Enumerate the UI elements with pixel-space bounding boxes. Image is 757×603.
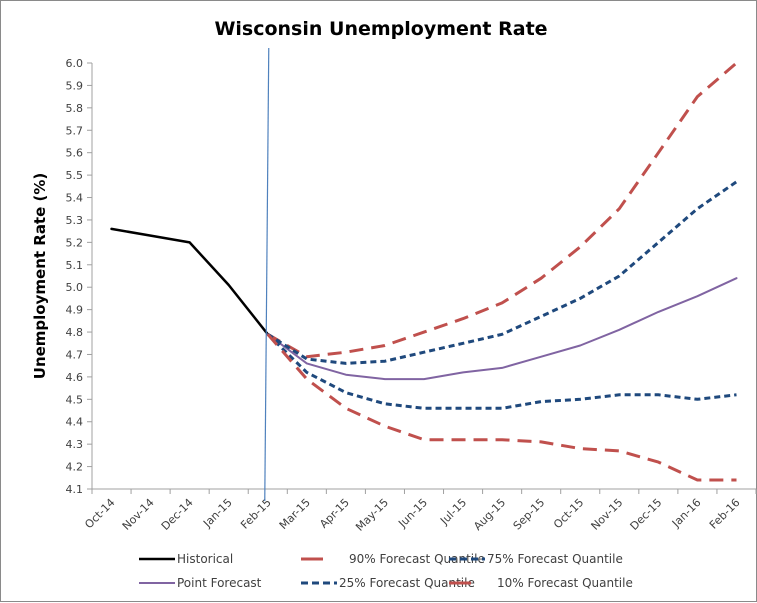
y-tick-label: 4.1 bbox=[66, 483, 84, 496]
x-tick-label: Dec-14 bbox=[159, 496, 196, 533]
y-tick-label: 4.9 bbox=[66, 304, 84, 317]
series-line-point bbox=[266, 277, 738, 381]
x-tick-labels: Oct-14 Nov-14 Dec-14 Jan-15 Feb-15 Mar-15 Apr-… bbox=[82, 496, 742, 534]
y-tick-label: 5.0 bbox=[66, 281, 84, 294]
series-lines bbox=[110, 61, 738, 482]
legend-item-q10: 10% Forecast Quantile bbox=[449, 576, 633, 590]
y-tick-label: 4.5 bbox=[66, 393, 84, 406]
legend-label-point: Point Forecast bbox=[177, 576, 262, 590]
x-tick-label: Jan-16 bbox=[669, 496, 704, 531]
forecast-start-line bbox=[264, 47, 270, 502]
legend-item-q25: 25% Forecast Quantile bbox=[301, 576, 475, 590]
y-tick-label: 5.4 bbox=[66, 192, 84, 205]
y-tick-label: 5.7 bbox=[66, 124, 84, 137]
x-tick-label: Sep-15 bbox=[511, 496, 548, 533]
y-tick-label: 4.6 bbox=[66, 371, 84, 384]
series-line-q10 bbox=[266, 333, 737, 482]
x-tick-label: Jun-15 bbox=[395, 496, 430, 531]
series-line-q25 bbox=[266, 333, 737, 410]
y-tick-label: 5.5 bbox=[66, 169, 84, 182]
y-axis-label: Unemployment Rate (%) bbox=[31, 173, 49, 379]
y-tick-label: 5.3 bbox=[66, 214, 84, 227]
y-tick-label: 5.8 bbox=[66, 102, 84, 115]
y-tick-label: 4.7 bbox=[66, 348, 84, 361]
series-line-historical bbox=[110, 227, 270, 336]
legend-item-q75: 75% Forecast Quantile bbox=[449, 552, 623, 566]
x-tick-label: Oct-14 bbox=[82, 496, 117, 531]
x-tick-label: Feb-16 bbox=[707, 496, 743, 532]
legend: Historical 90% Forecast Quantile 75% Forec… bbox=[139, 552, 633, 590]
y-tick-label: 4.2 bbox=[66, 461, 84, 474]
x-tick-label: Feb-15 bbox=[238, 496, 274, 532]
series-line-q75 bbox=[266, 180, 738, 365]
y-tick-label: 6.0 bbox=[66, 57, 84, 70]
chart-title: Wisconsin Unemployment Rate bbox=[214, 18, 547, 40]
y-tick-label: 4.4 bbox=[66, 416, 84, 429]
legend-item-historical: Historical bbox=[139, 552, 233, 566]
legend-label-q10: 10% Forecast Quantile bbox=[497, 576, 633, 590]
y-tick-label: 4.8 bbox=[66, 326, 84, 339]
legend-label-q25: 25% Forecast Quantile bbox=[339, 576, 475, 590]
x-tick-label: May-15 bbox=[353, 496, 391, 534]
y-tick-label: 5.9 bbox=[66, 79, 84, 92]
y-tick-label: 5.2 bbox=[66, 236, 84, 249]
x-tick-label: Nov-15 bbox=[589, 496, 626, 533]
x-tick-label: Mar-15 bbox=[277, 496, 313, 532]
x-tick-label: Nov-14 bbox=[120, 496, 157, 533]
y-tick-labels: 4.1 4.2 4.3 4.4 4.5 4.6 4.7 4.8 4.9 5.0 5.1 5.2 5.3 5… bbox=[66, 57, 84, 496]
x-tick-label: Oct-15 bbox=[551, 496, 586, 531]
x-tick-label: Jan-15 bbox=[200, 496, 235, 531]
legend-label-historical: Historical bbox=[177, 552, 233, 566]
forecast-start-marker bbox=[264, 47, 270, 502]
x-tick-label: Dec-15 bbox=[628, 496, 665, 533]
x-tick-label: Jul-15 bbox=[437, 496, 469, 528]
legend-item-point: Point Forecast bbox=[139, 576, 262, 590]
y-tick-label: 4.3 bbox=[66, 438, 84, 451]
legend-label-q75: 75% Forecast Quantile bbox=[487, 552, 623, 566]
x-tick-label: Aug-15 bbox=[471, 496, 508, 533]
series-line-q90 bbox=[267, 61, 738, 359]
x-tick-label: Apr-15 bbox=[317, 496, 352, 531]
axes bbox=[87, 62, 757, 494]
legend-label-q90: 90% Forecast Quantile bbox=[349, 552, 485, 566]
y-tick-label: 5.6 bbox=[66, 147, 84, 160]
legend-item-q90: 90% Forecast Quantile bbox=[301, 552, 485, 566]
y-tick-label: 5.1 bbox=[66, 259, 84, 272]
